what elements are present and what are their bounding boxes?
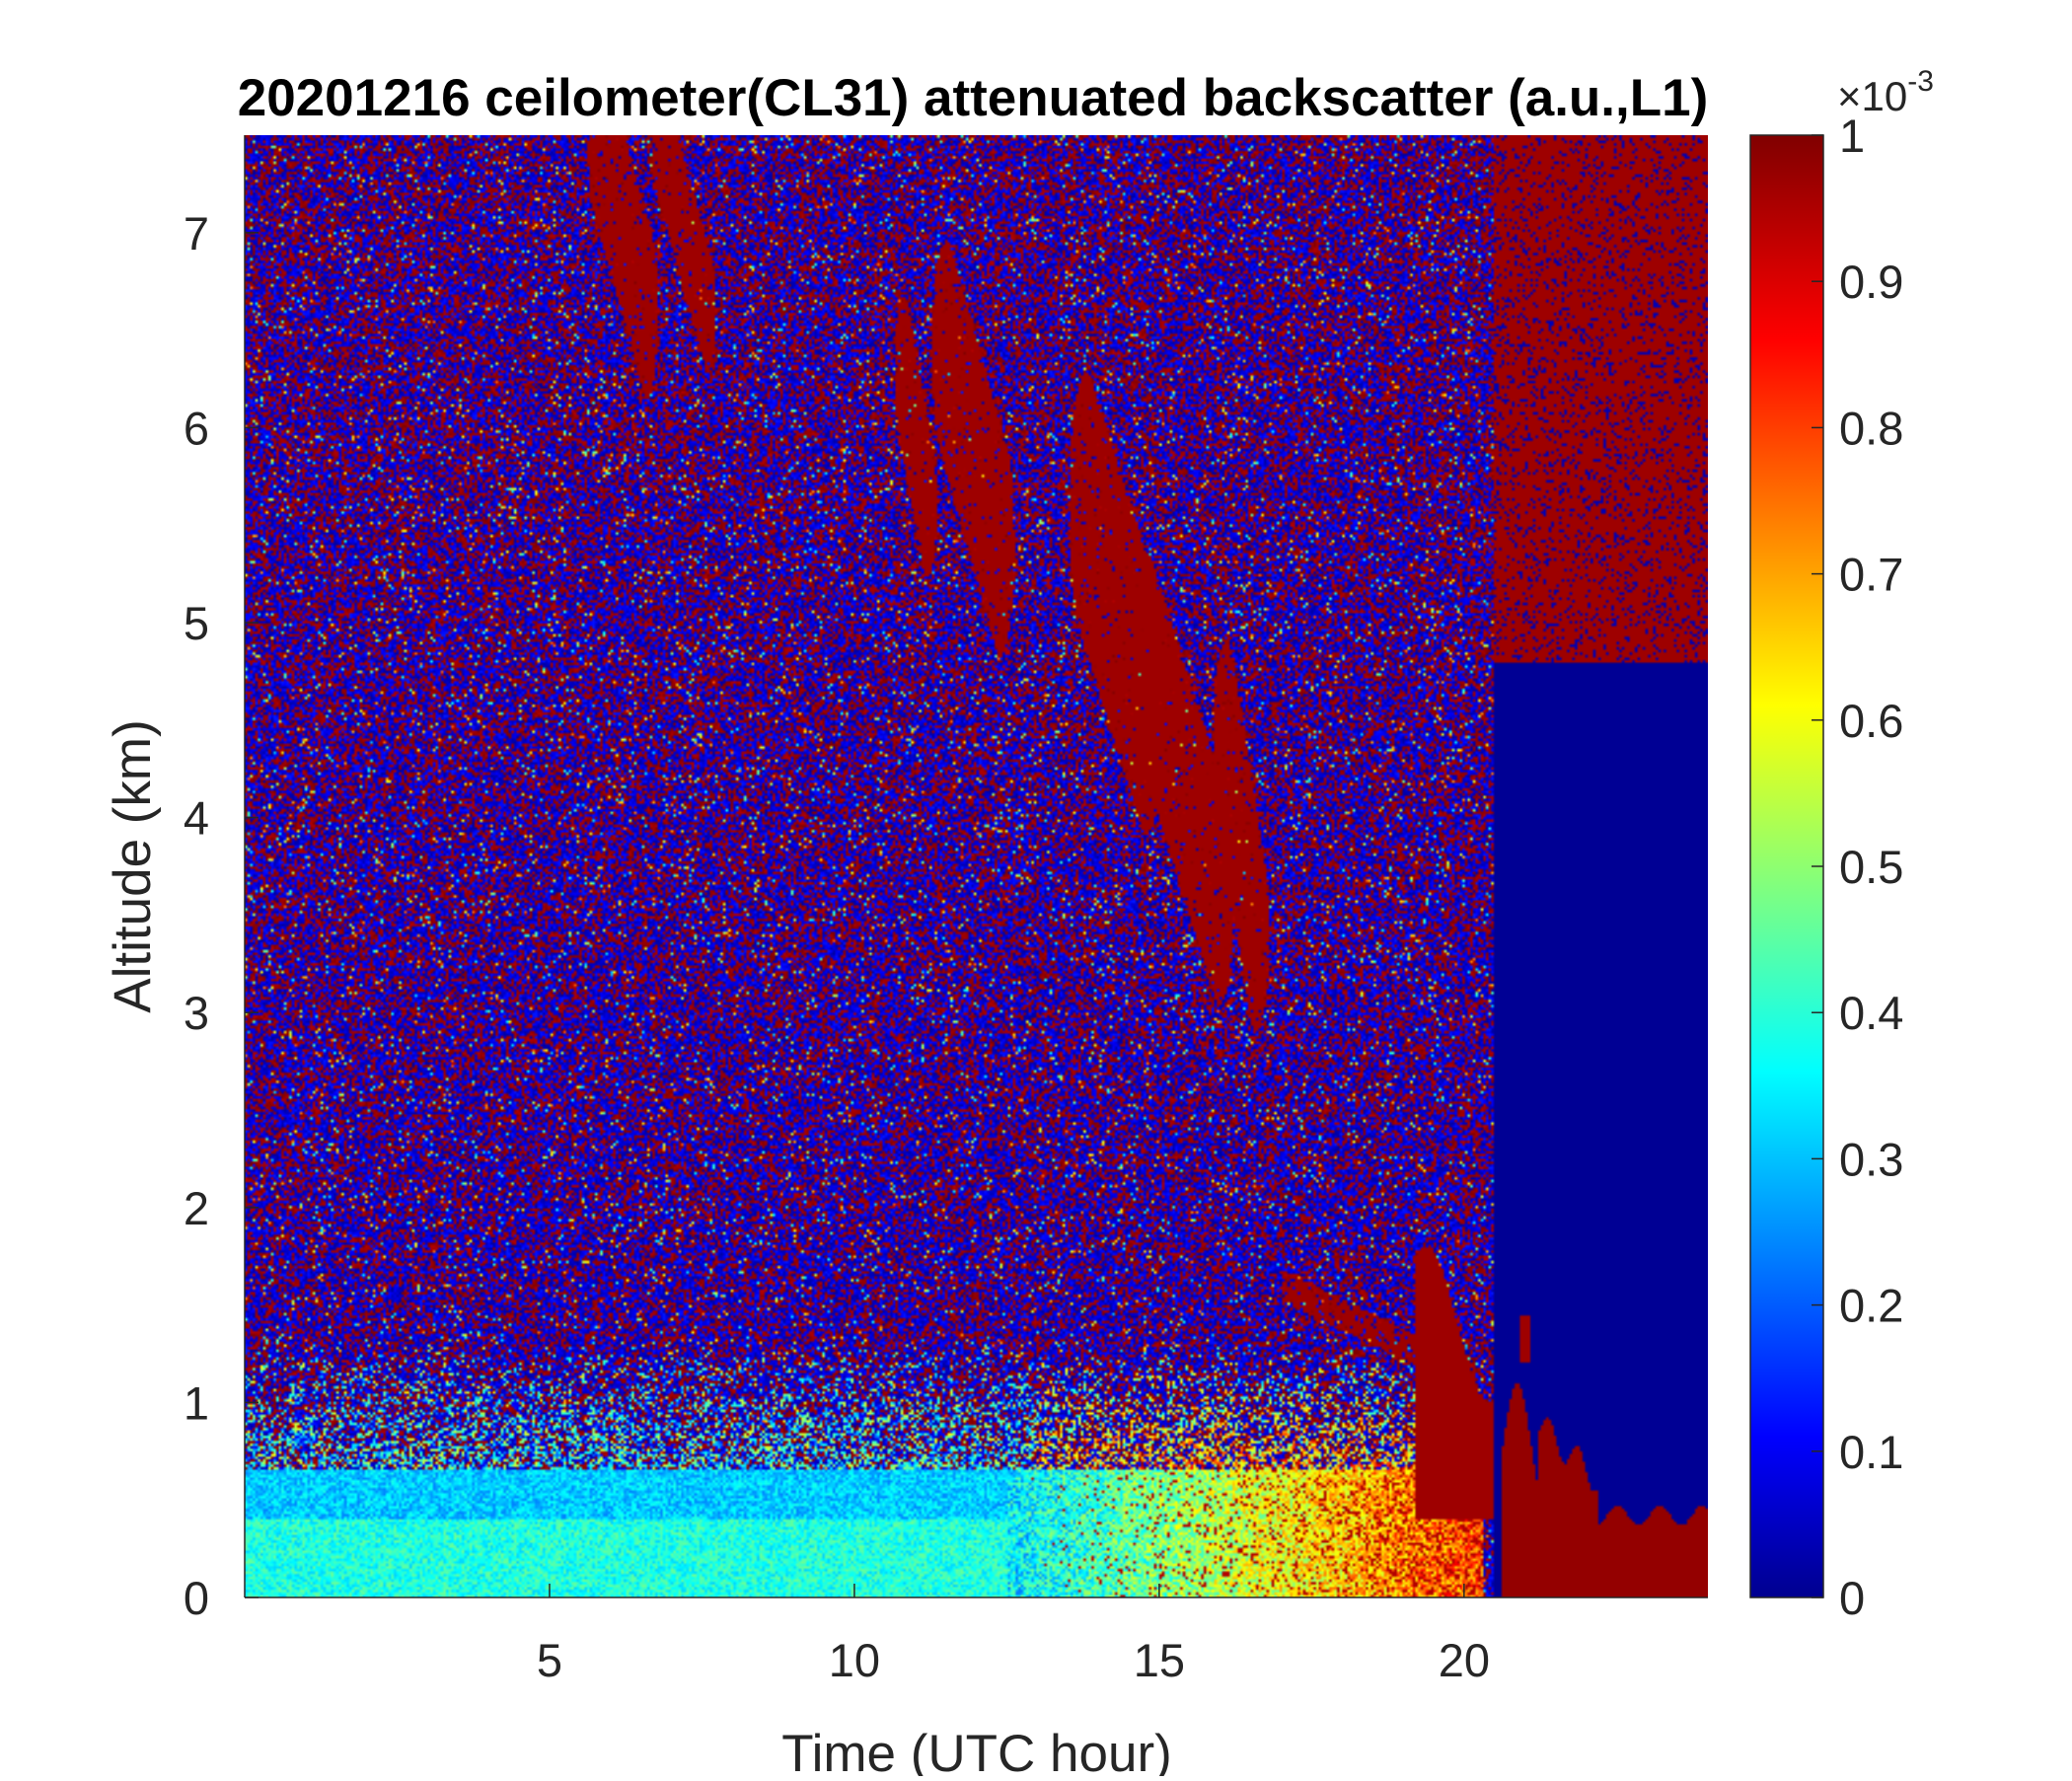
colorbar-tick-label: 0.9 <box>1839 256 1903 308</box>
colorbar-tick-label: 0 <box>1839 1572 1865 1624</box>
chart-title: 20201216 ceilometer(CL31) attenuated bac… <box>238 69 1709 127</box>
y-tick-label: 0 <box>184 1572 209 1624</box>
y-axis-label: Altitude (km) <box>104 719 162 1012</box>
x-axis-label: Time (UTC hour) <box>781 1725 1172 1776</box>
colorbar-tick-label: 0.8 <box>1839 402 1903 454</box>
y-tick-label: 4 <box>184 792 209 845</box>
colorbar-tick-label: 0.6 <box>1839 695 1903 747</box>
colorbar: 0 0.1 0.2 0.3 0.4 0.5 0.6 0.7 0.8 0.9 1 ×10-3 <box>1749 65 1934 1624</box>
colorbar-exponent: ×10-3 <box>1837 65 1934 119</box>
y-tick-label: 3 <box>184 987 209 1039</box>
colorbar-tick-label: 1 <box>1839 110 1865 162</box>
y-ticks: 0 1 2 3 4 5 6 7 <box>184 207 259 1624</box>
colorbar-gradient <box>1750 135 1823 1597</box>
x-axis: 5 10 15 20 Time (UTC hour) <box>245 1584 1708 1781</box>
colorbar-tick-label: 0.2 <box>1839 1280 1903 1332</box>
colorbar-tick-label: 0.1 <box>1839 1426 1903 1478</box>
colorbar-tick-label: 0.3 <box>1839 1133 1903 1185</box>
colorbar-tick-label: 0.4 <box>1839 987 1903 1039</box>
plot-area <box>245 135 1708 1597</box>
colorbar-ticks: 0 0.1 0.2 0.3 0.4 0.5 0.6 0.7 0.8 0.9 1 <box>1812 110 1903 1624</box>
x-tick-label: 20 <box>1439 1634 1490 1686</box>
y-tick-label: 7 <box>184 207 209 260</box>
x-ticks: 5 10 15 20 <box>537 1584 1490 1686</box>
x-tick-label: 15 <box>1134 1634 1185 1686</box>
x-tick-label: 10 <box>829 1634 880 1686</box>
backscatter-heatmap <box>245 135 1708 1597</box>
colorbar-tick-label: 0.5 <box>1839 841 1903 893</box>
y-tick-label: 2 <box>184 1182 209 1234</box>
x-tick-label: 5 <box>537 1634 562 1686</box>
y-tick-label: 5 <box>184 597 209 649</box>
y-axis: 0 1 2 3 4 5 6 7 Altitude (km) <box>104 135 259 1624</box>
y-tick-label: 1 <box>184 1376 209 1429</box>
y-tick-label: 6 <box>184 402 209 454</box>
colorbar-tick-label: 0.7 <box>1839 549 1903 601</box>
